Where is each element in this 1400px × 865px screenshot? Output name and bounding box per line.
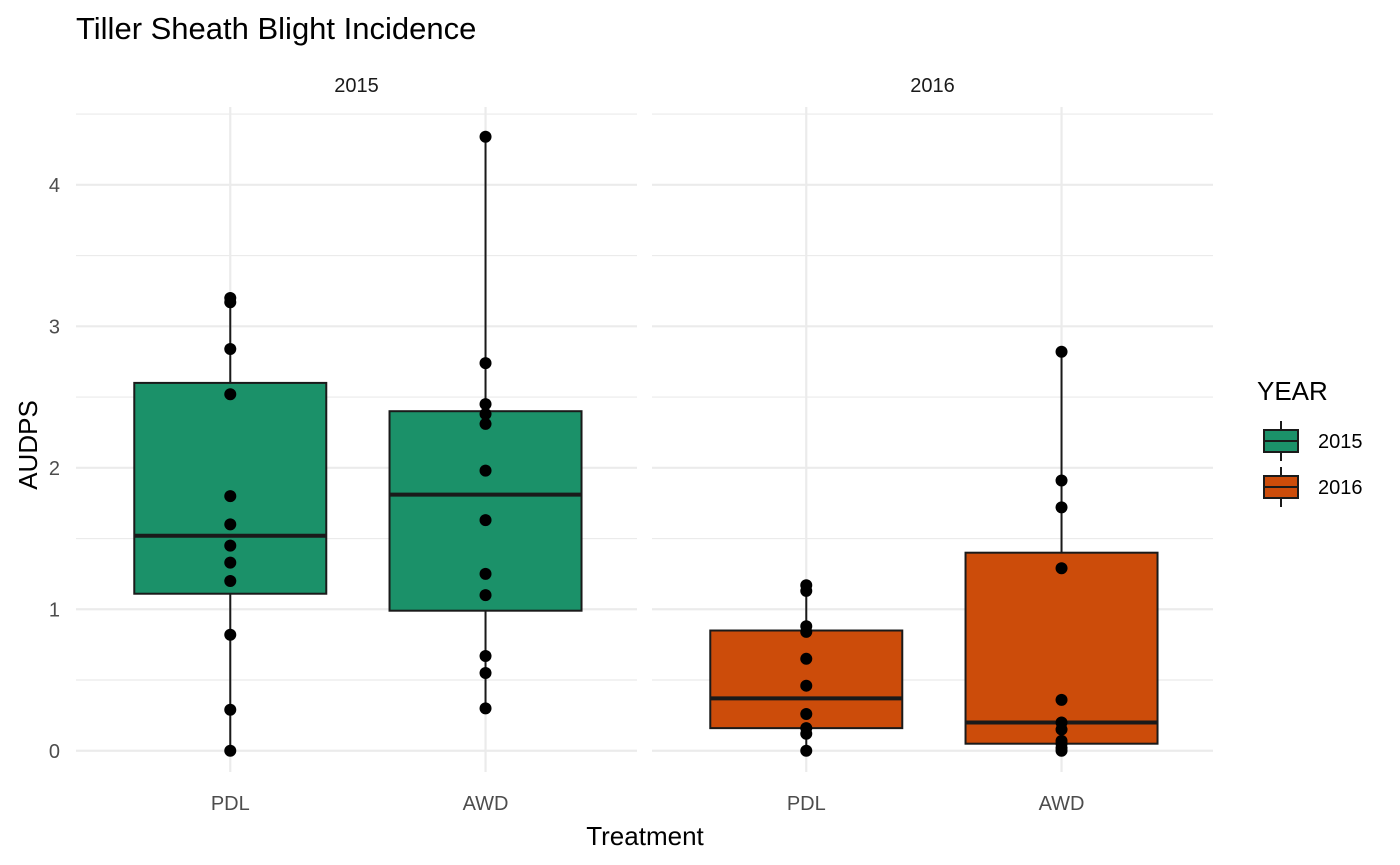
facet-strip-label: 2016 <box>910 75 955 97</box>
data-point <box>479 464 492 477</box>
data-point <box>224 292 237 305</box>
data-point <box>800 707 813 720</box>
data-point <box>800 579 813 592</box>
data-point <box>479 666 492 679</box>
y-tick-label: 4 <box>49 175 60 197</box>
box-group-AWD <box>388 130 583 715</box>
x-tick-label: AWD <box>1039 793 1085 815</box>
data-point <box>1055 501 1068 514</box>
facet-strip-label: 2015 <box>334 75 379 97</box>
box-group-PDL <box>133 292 328 757</box>
y-tick-label: 0 <box>49 741 60 763</box>
data-point <box>479 357 492 370</box>
y-axis-title: AUDPS <box>13 400 43 490</box>
data-point <box>800 620 813 633</box>
x-tick-label: AWD <box>463 793 509 815</box>
data-point <box>224 703 237 716</box>
data-point <box>224 628 237 641</box>
data-point <box>800 679 813 692</box>
data-point <box>224 518 237 531</box>
y-tick-label: 2 <box>49 458 60 480</box>
data-point <box>224 744 237 757</box>
chart-title: Tiller Sheath Blight Incidence <box>76 11 476 46</box>
data-point <box>224 490 237 503</box>
data-point <box>1055 562 1068 575</box>
data-point <box>224 539 237 552</box>
box-group-PDL <box>709 579 904 757</box>
data-point <box>224 574 237 587</box>
y-tick-label: 1 <box>49 599 60 621</box>
facet-panels: 2015 PDL AWD 2016 PDL AWD 0 1 2 3 4 <box>49 75 1213 815</box>
box <box>388 410 583 612</box>
data-point <box>1055 734 1068 747</box>
data-point <box>479 702 492 715</box>
data-point <box>479 408 492 421</box>
data-point <box>479 649 492 662</box>
x-tick-label: PDL <box>787 793 826 815</box>
data-point <box>479 589 492 602</box>
facet-panel-2015: 2015 PDL AWD <box>76 75 637 815</box>
data-point <box>1055 693 1068 706</box>
data-point <box>479 130 492 143</box>
data-point <box>479 417 492 430</box>
legend-title: YEAR <box>1257 376 1328 406</box>
box-group-AWD <box>964 345 1159 757</box>
legend-item-2015: 2015 <box>1263 421 1363 461</box>
x-axis-title: Treatment <box>586 821 704 851</box>
data-point <box>800 652 813 665</box>
data-point <box>800 722 813 735</box>
data-point <box>479 567 492 580</box>
data-point <box>224 388 237 401</box>
data-point <box>1055 474 1068 487</box>
data-point <box>1055 716 1068 729</box>
legend-item-2016: 2016 <box>1263 467 1363 507</box>
data-point <box>479 398 492 411</box>
x-tick-label: PDL <box>211 793 250 815</box>
y-tick-label: 3 <box>49 316 60 338</box>
facet-panel-2016: 2016 PDL AWD <box>652 75 1213 815</box>
legend-items: 2015 2016 <box>1263 421 1363 507</box>
box <box>964 551 1159 745</box>
data-point <box>800 744 813 757</box>
data-point <box>224 556 237 569</box>
legend: YEAR 2015 2016 <box>1257 376 1363 507</box>
data-point <box>1055 345 1068 358</box>
legend-item-label: 2015 <box>1318 431 1363 453</box>
data-point <box>479 514 492 527</box>
legend-item-label: 2016 <box>1318 477 1363 499</box>
data-point <box>224 342 237 355</box>
